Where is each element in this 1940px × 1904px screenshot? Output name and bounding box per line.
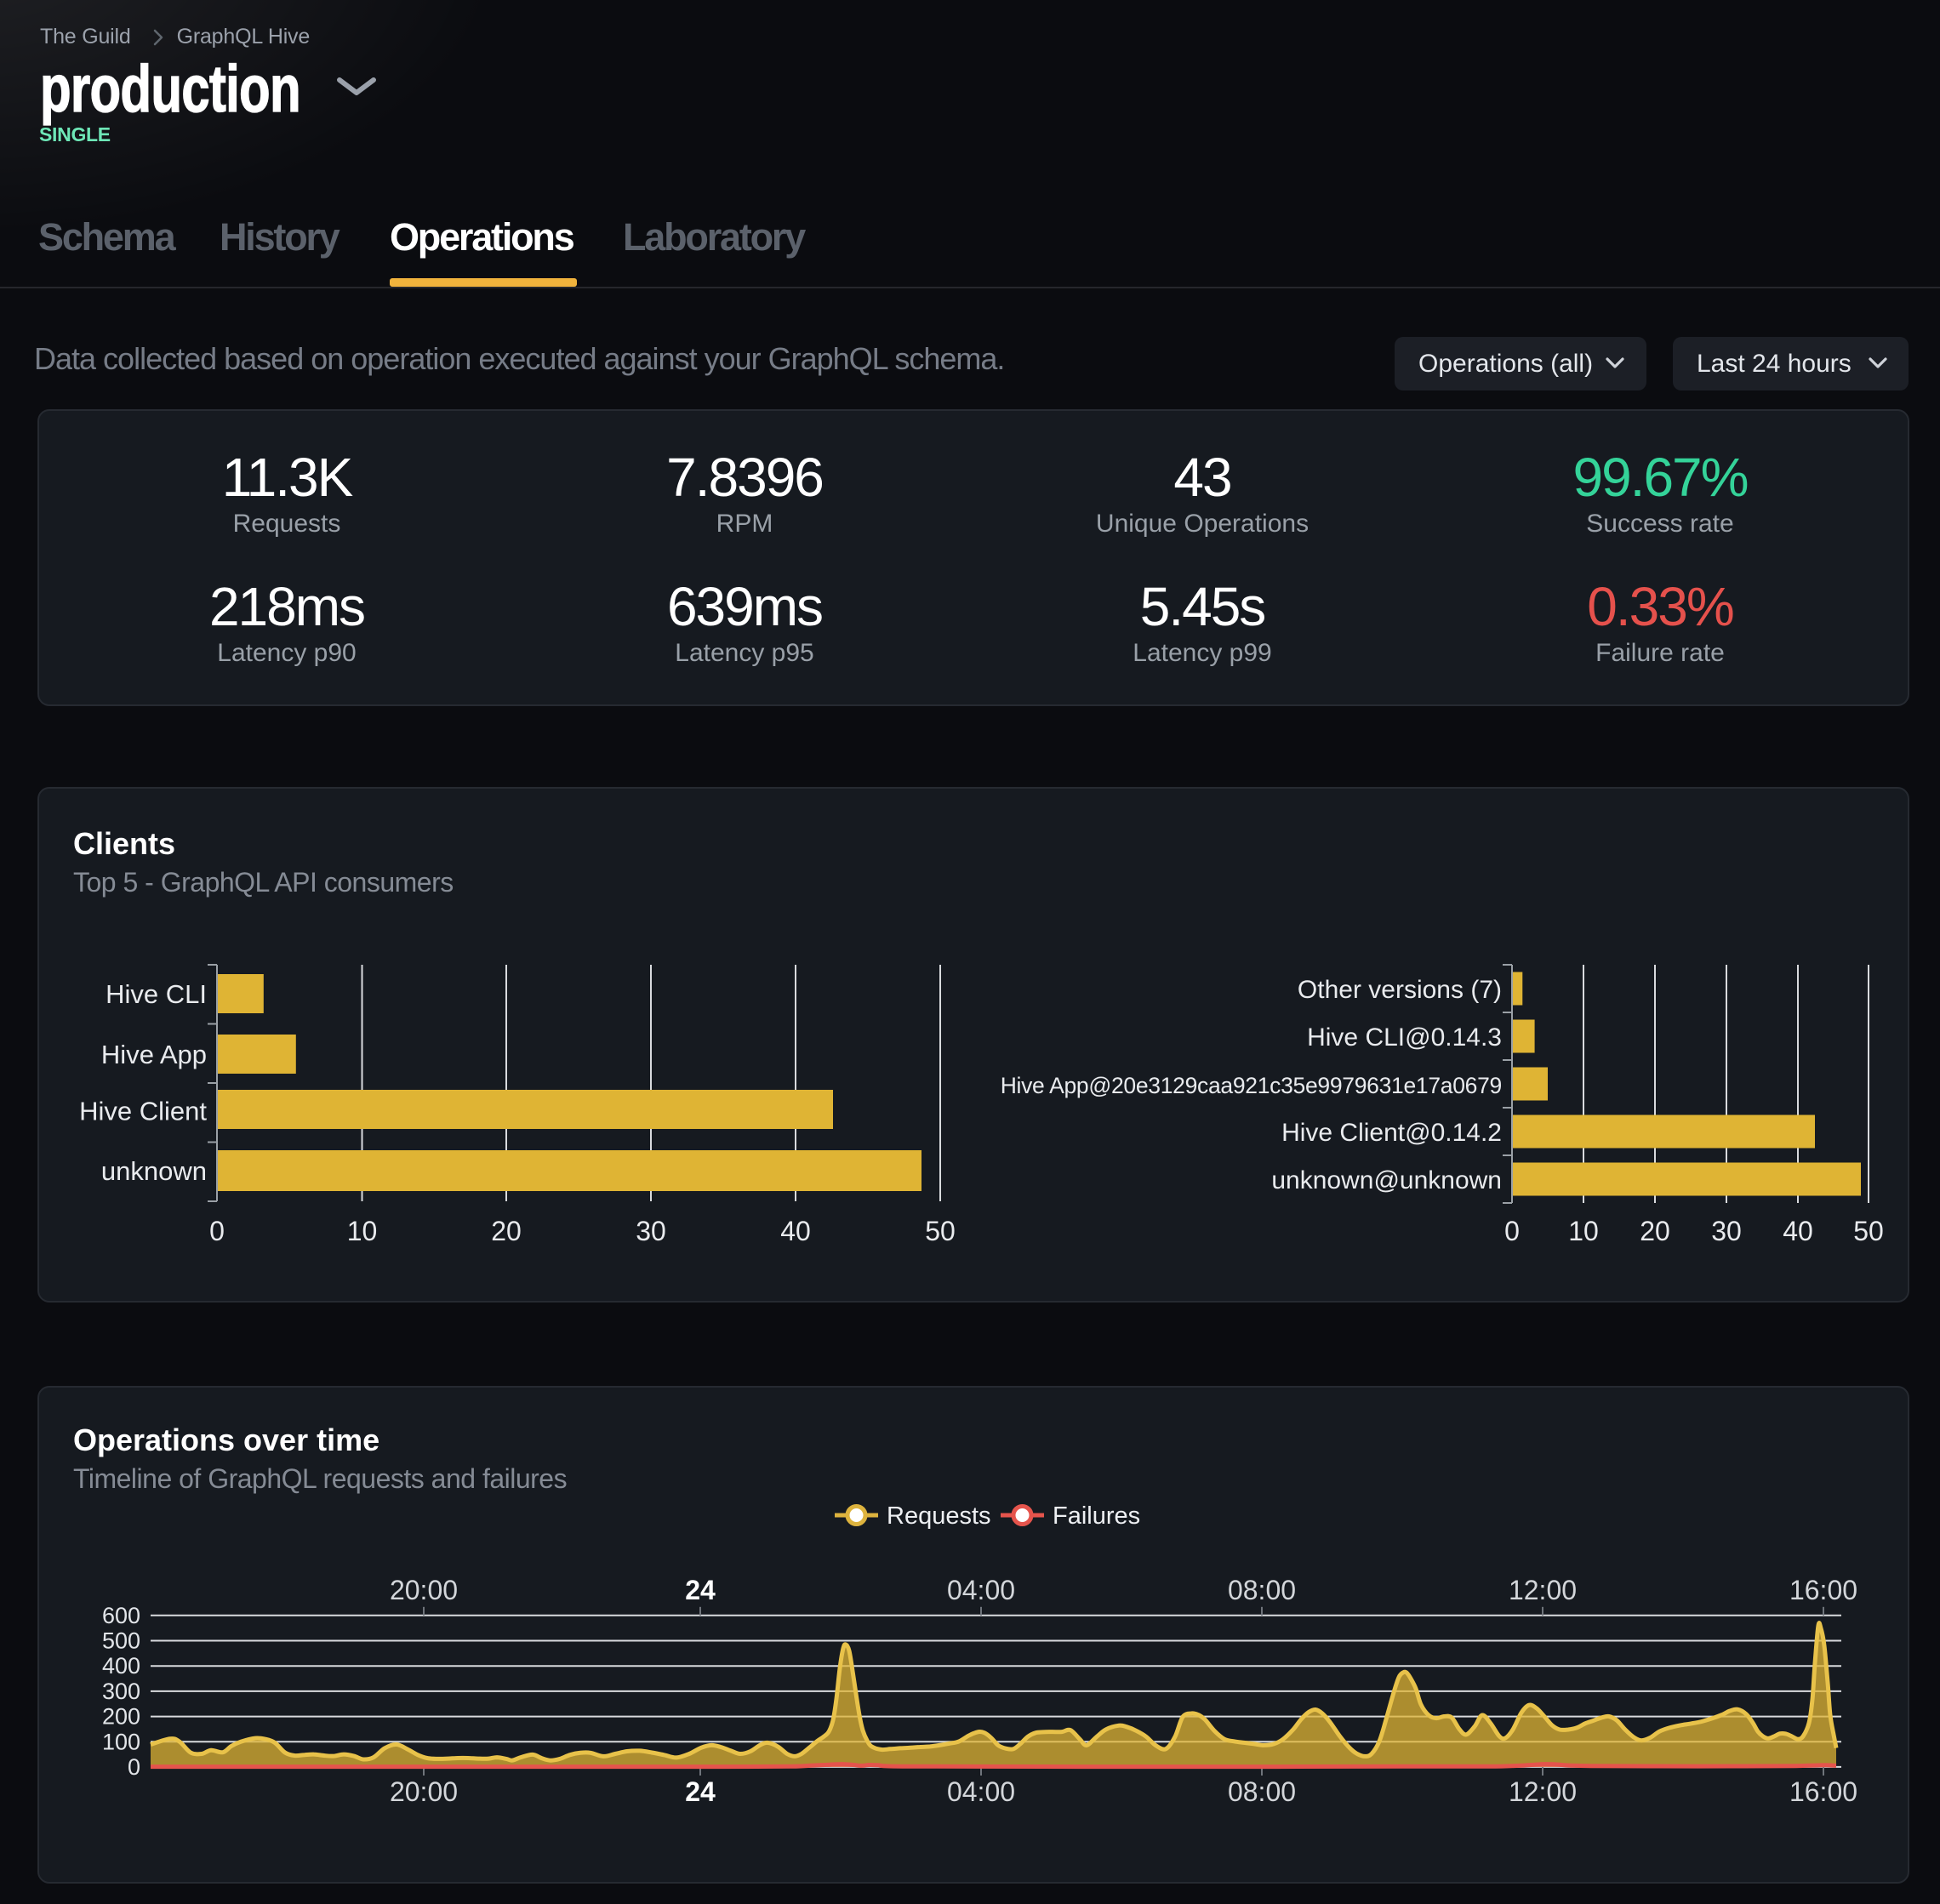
- svg-text:40: 40: [1783, 1216, 1813, 1246]
- svg-text:0: 0: [128, 1754, 140, 1780]
- svg-text:Hive Client@0.14.2: Hive Client@0.14.2: [1281, 1119, 1502, 1147]
- svg-text:Hive Client: Hive Client: [79, 1097, 207, 1126]
- svg-text:20:00: 20:00: [390, 1776, 458, 1807]
- svg-text:20:00: 20:00: [390, 1575, 458, 1605]
- svg-text:Hive App: Hive App: [101, 1040, 207, 1069]
- svg-text:500: 500: [102, 1628, 140, 1654]
- svg-text:300: 300: [102, 1679, 140, 1704]
- svg-text:40: 40: [780, 1216, 811, 1246]
- svg-text:Other versions (7): Other versions (7): [1298, 976, 1502, 1004]
- svg-text:50: 50: [1853, 1216, 1884, 1246]
- svg-text:unknown@unknown: unknown@unknown: [1271, 1166, 1502, 1194]
- svg-text:30: 30: [1711, 1216, 1742, 1246]
- svg-text:Requests: Requests: [887, 1502, 991, 1530]
- svg-text:16:00: 16:00: [1789, 1776, 1857, 1807]
- svg-text:20: 20: [491, 1216, 522, 1246]
- svg-text:10: 10: [1568, 1216, 1599, 1246]
- svg-text:24: 24: [685, 1575, 716, 1605]
- svg-text:08:00: 08:00: [1228, 1776, 1296, 1807]
- svg-text:20: 20: [1640, 1216, 1670, 1246]
- svg-text:04:00: 04:00: [947, 1776, 1015, 1807]
- svg-text:50: 50: [925, 1216, 956, 1246]
- svg-text:16:00: 16:00: [1789, 1575, 1857, 1605]
- svg-text:unknown: unknown: [101, 1156, 207, 1186]
- svg-text:Hive CLI@0.14.3: Hive CLI@0.14.3: [1307, 1023, 1502, 1052]
- svg-text:200: 200: [102, 1704, 140, 1730]
- svg-text:Hive App@20e3129caa921c35e9979: Hive App@20e3129caa921c35e9979631e17a067…: [1001, 1073, 1502, 1098]
- svg-text:24: 24: [685, 1776, 716, 1807]
- svg-text:04:00: 04:00: [947, 1575, 1015, 1605]
- svg-text:600: 600: [102, 1603, 140, 1628]
- svg-text:0: 0: [209, 1216, 225, 1246]
- svg-text:12:00: 12:00: [1509, 1575, 1577, 1605]
- svg-text:30: 30: [636, 1216, 666, 1246]
- svg-text:100: 100: [102, 1729, 140, 1754]
- svg-text:Failures: Failures: [1053, 1502, 1140, 1530]
- svg-text:Hive CLI: Hive CLI: [106, 979, 207, 1009]
- svg-text:08:00: 08:00: [1228, 1575, 1296, 1605]
- svg-text:0: 0: [1504, 1216, 1520, 1246]
- svg-text:12:00: 12:00: [1509, 1776, 1577, 1807]
- svg-text:10: 10: [347, 1216, 378, 1246]
- svg-text:400: 400: [102, 1653, 140, 1679]
